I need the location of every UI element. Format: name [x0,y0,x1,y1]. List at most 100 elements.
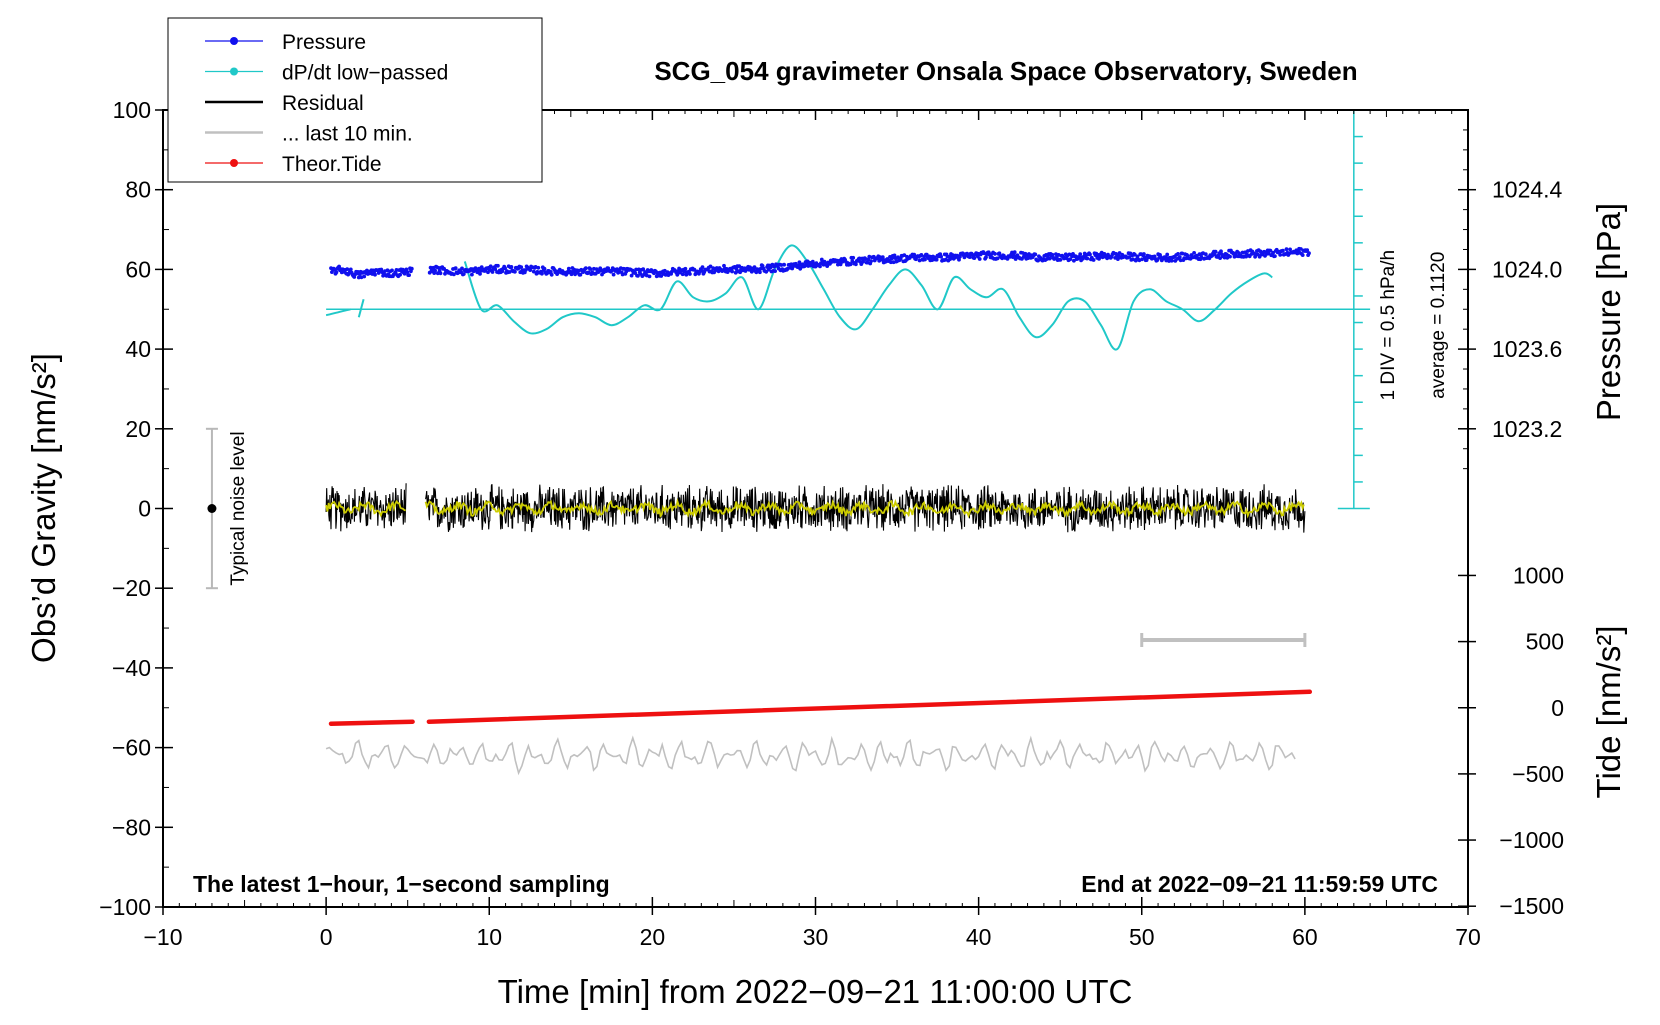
pressure-point [636,274,640,278]
pressure-point [536,265,541,270]
pressure-point [588,267,593,271]
pressure-point [902,253,907,257]
pressure-point [394,268,399,272]
legend: Pressure dP/dt low−passed Residual ... last… [167,17,543,183]
last10-series [325,735,1296,776]
pressure-point [880,255,885,260]
pressure-point [854,262,858,267]
pressure-point [531,269,536,274]
pressure-point [1222,255,1227,260]
pressure-point [611,272,616,277]
pressure-point [754,270,759,275]
pressure-point [542,266,547,271]
pressure-point [995,256,1000,261]
pressure-point [509,265,514,269]
pressure-point [1305,248,1310,253]
pressure-point [405,270,410,274]
tide-tick-label: 500 [1526,629,1564,655]
chart-annotations: Typical noise level 1 DIV = 0.5 hPa/h aver… [205,109,1449,648]
legend-marker [230,37,238,45]
pressure-point [1011,253,1016,258]
pressure-point [402,271,407,276]
pressure-point [362,274,367,279]
y-axis-tide: −1500 −1000 −500 0 500 1000 [1458,562,1564,919]
pressure-point [461,272,466,276]
pressure-point [1268,248,1273,253]
pressure-series [329,246,1311,280]
pressure-point [773,269,777,273]
pressure-point [768,265,773,270]
pressure-point [496,263,500,268]
sampling-annotation: The latest 1−hour, 1−second sampling [193,871,610,897]
pressure-point [1307,251,1311,256]
pressure-point [470,272,474,277]
pressure-point [967,255,972,259]
y-tick-label: −60 [112,735,151,761]
pressure-tick-label: 1023.6 [1492,336,1562,362]
noise-bar-point [207,504,217,513]
pressure-point [970,252,975,257]
legend-box [167,17,543,183]
legend-label: ... last 10 min. [282,123,413,146]
pressure-point [540,271,544,276]
tide-tick-label: 1000 [1513,562,1564,588]
pressure-point [861,259,865,264]
pressure-point [1271,250,1275,255]
scale-label: 1 DIV = 0.5 hPa/h [1378,250,1399,401]
tide-tick-label: −500 [1512,761,1564,787]
pressure-point [1058,258,1063,262]
pressure-point [528,268,533,272]
pressure-point [1050,252,1055,257]
pressure-point [478,272,482,276]
legend-marker [230,159,238,167]
dpdt-line [325,308,351,317]
pressure-point [700,265,705,269]
pressure-point [851,255,856,260]
pressure-point [680,272,685,277]
pressure-point [1240,250,1245,255]
pressure-point [348,267,353,272]
pressure-point [452,272,456,277]
pressure-point [869,259,873,263]
y-tick-label: 20 [125,416,151,442]
pressure-point [730,269,734,274]
pressure-point [1169,258,1174,263]
pressure-point [373,272,377,277]
pressure-point [334,270,339,275]
pressure-point [1300,253,1305,257]
pressure-point [764,269,769,274]
y-axis-label: Obs’d Gravity [nm/s²] [25,353,62,663]
pressure-point [586,270,591,275]
average-label: average = 0.1120 [1428,252,1449,399]
x-axis-label: Time [min] from 2022−09−21 11:00:00 UTC [498,973,1133,1010]
pressure-point [1117,251,1122,255]
pressure-point [634,267,638,272]
x-tick-label: −10 [143,924,182,950]
legend-label: Residual [282,92,364,115]
pressure-point [1284,247,1289,252]
x-tick-label: 30 [803,924,829,950]
pressure-point [977,257,982,261]
pressure-point [939,254,943,259]
tide-line [328,719,415,726]
pressure-point [398,272,402,277]
pressure-point [972,256,977,260]
pressure-point [1140,257,1144,262]
pressure-point [1228,254,1232,259]
pressure-point [857,256,862,261]
pressure-point [493,267,498,271]
y-tick-label: −80 [112,814,151,840]
pressure-point [629,273,634,278]
x-tick-label: 10 [476,924,502,950]
pressure-point [1213,249,1218,254]
pressure-tick-label: 1023.2 [1492,416,1562,442]
pressure-point [1192,251,1196,255]
pressure-point [1078,252,1083,256]
pressure-point [622,267,627,271]
pressure-point [438,271,443,276]
residual-line [425,484,1306,533]
pressure-tick-label: 1024.4 [1492,177,1563,203]
pressure-point [407,273,411,277]
pressure-point [1273,254,1277,258]
x-tick-label: 20 [640,924,666,950]
